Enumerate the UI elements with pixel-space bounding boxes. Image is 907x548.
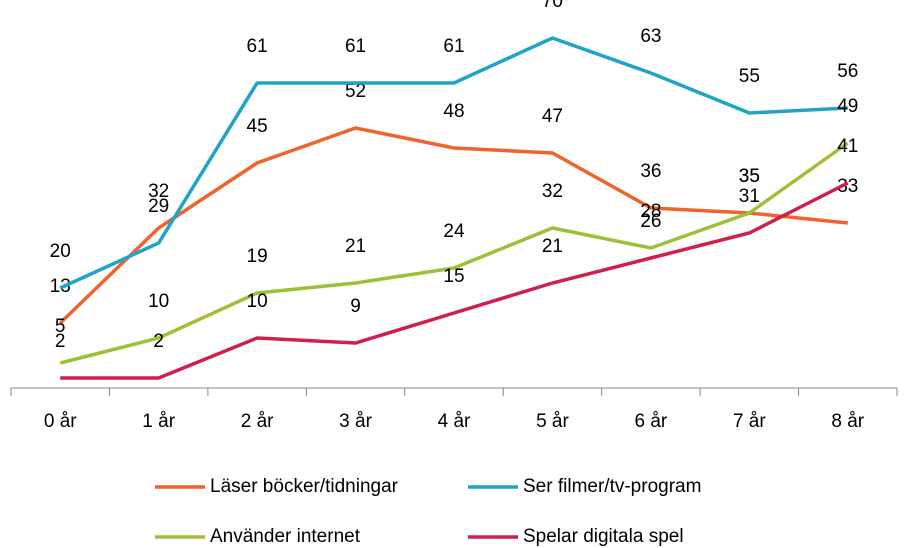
data-label: 56	[837, 61, 858, 82]
data-label: 31	[739, 186, 760, 207]
data-label: 28	[640, 201, 661, 222]
data-label: 63	[640, 26, 661, 47]
data-label: 32	[148, 181, 169, 202]
data-label: 29	[148, 196, 169, 217]
x-tick-label: 4 år	[438, 411, 471, 432]
data-label: 47	[542, 106, 563, 127]
data-label: 61	[247, 36, 268, 57]
data-label: 9	[350, 296, 361, 317]
data-label: 10	[148, 291, 169, 312]
data-label: 41	[837, 136, 858, 157]
data-label: 45	[247, 116, 268, 137]
x-tick-label: 3 år	[339, 411, 372, 432]
series-line	[59, 141, 849, 365]
data-label: 55	[739, 66, 760, 87]
data-label: 35	[739, 166, 760, 187]
data-label: 48	[443, 101, 464, 122]
x-tick-label: 5 år	[536, 411, 569, 432]
data-label: 61	[345, 36, 366, 57]
x-tick-label: 1 år	[142, 411, 175, 432]
data-label: 36	[640, 161, 661, 182]
data-label: 20	[50, 241, 71, 262]
data-label: 21	[345, 236, 366, 257]
series-line	[59, 126, 848, 325]
legend-label: Spelar digitala spel	[523, 526, 684, 547]
data-label: 49	[837, 96, 858, 117]
data-label: 70	[542, 0, 563, 12]
data-label: 19	[247, 246, 268, 267]
legend-label: Läser böcker/tidningar	[210, 476, 399, 497]
series-line	[60, 181, 849, 380]
data-label: 15	[443, 266, 464, 287]
data-label: 33	[837, 176, 858, 197]
x-tick-label: 7 år	[733, 411, 766, 432]
data-label: 26	[640, 211, 661, 232]
data-label: 10	[247, 291, 268, 312]
x-tick-label: 6 år	[635, 411, 668, 432]
data-label: 24	[443, 221, 465, 242]
x-tick-label: 2 år	[241, 411, 274, 432]
data-label: 21	[542, 236, 563, 257]
data-label: 61	[443, 36, 464, 57]
x-tick-label: 8 år	[831, 411, 864, 432]
data-label: 5	[55, 316, 66, 337]
data-label: 32	[542, 181, 563, 202]
x-tick-label: 0 år	[44, 411, 77, 432]
legend-label: Ser filmer/tv-program	[523, 476, 701, 497]
legend-label: Använder internet	[210, 526, 361, 547]
data-label: 52	[345, 81, 366, 102]
data-label: 35	[739, 166, 760, 187]
data-label: 2	[55, 331, 66, 352]
data-label: 2	[153, 331, 164, 352]
series-line	[59, 36, 848, 290]
